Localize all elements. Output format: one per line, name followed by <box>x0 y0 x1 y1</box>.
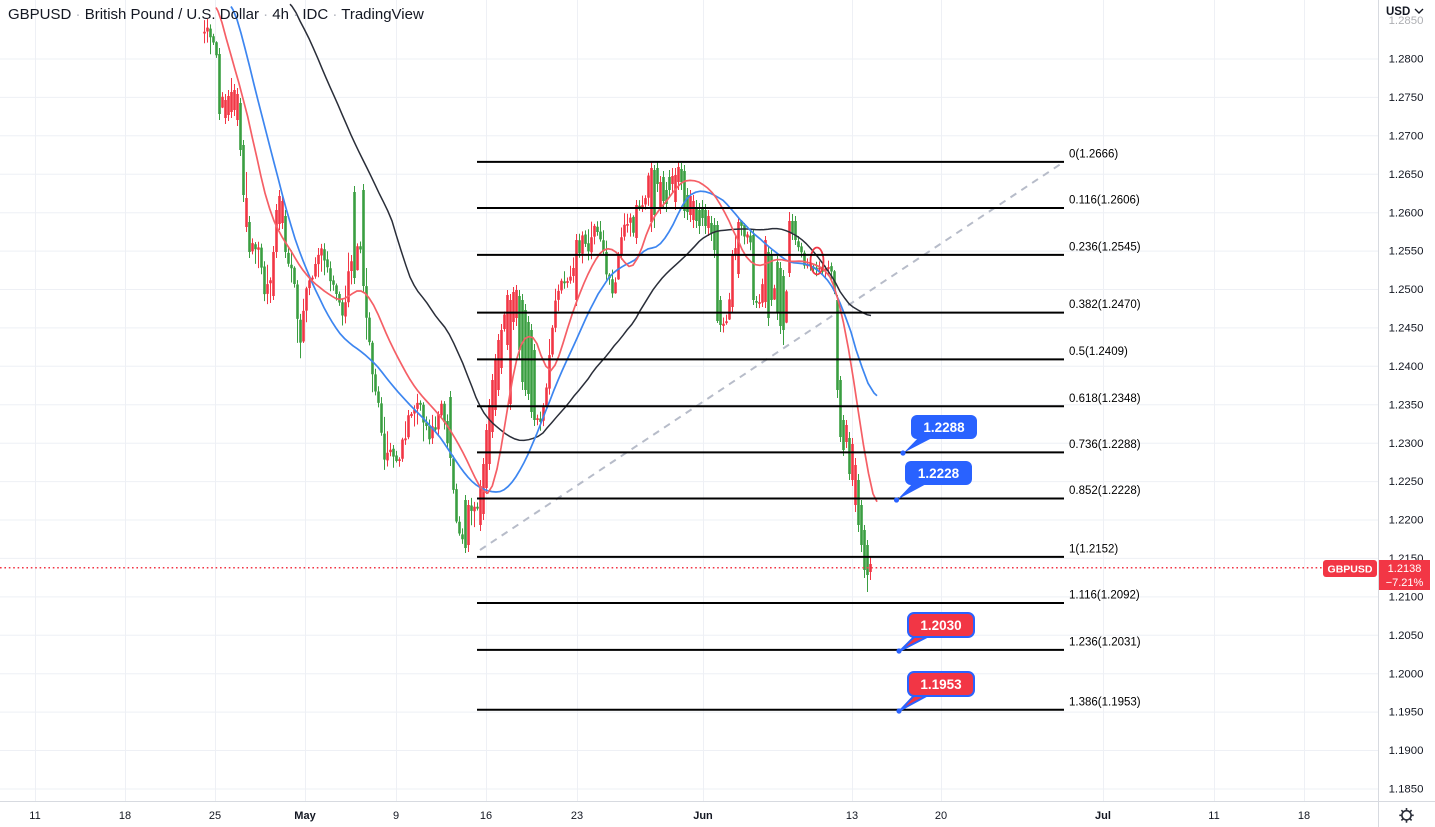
svg-text:1.2300: 1.2300 <box>1389 438 1424 450</box>
svg-text:1.2650: 1.2650 <box>1389 169 1424 181</box>
svg-text:GBPUSD: GBPUSD <box>1328 564 1373 576</box>
svg-text:Jul: Jul <box>1095 810 1111 822</box>
svg-text:1.2228: 1.2228 <box>918 466 960 481</box>
svg-text:0.116(1.2606): 0.116(1.2606) <box>1069 195 1140 207</box>
svg-text:GBPUSD · British Pound / U.S.: GBPUSD · British Pound / U.S. Dollar · 4… <box>8 6 424 23</box>
svg-text:May: May <box>294 810 316 822</box>
svg-text:11: 11 <box>1208 810 1219 822</box>
svg-text:0.618(1.2348): 0.618(1.2348) <box>1069 393 1141 405</box>
svg-text:0.236(1.2545): 0.236(1.2545) <box>1069 241 1141 253</box>
svg-text:1.2100: 1.2100 <box>1389 592 1424 604</box>
svg-text:−7.21%: −7.21% <box>1386 577 1424 589</box>
svg-text:USD: USD <box>1386 6 1410 18</box>
svg-text:0.736(1.2288): 0.736(1.2288) <box>1069 439 1141 451</box>
svg-text:1.116(1.2092): 1.116(1.2092) <box>1069 590 1140 602</box>
svg-text:1.2288: 1.2288 <box>923 420 965 435</box>
svg-text:1.2138: 1.2138 <box>1388 563 1422 575</box>
svg-text:1.2400: 1.2400 <box>1389 361 1424 373</box>
svg-text:1.2350: 1.2350 <box>1389 399 1424 411</box>
svg-text:1.2000: 1.2000 <box>1389 668 1424 680</box>
svg-text:18: 18 <box>1298 810 1310 822</box>
svg-text:1.2850: 1.2850 <box>1389 15 1424 27</box>
svg-text:1.2050: 1.2050 <box>1389 630 1424 642</box>
svg-text:1.2500: 1.2500 <box>1389 284 1424 296</box>
svg-text:0.382(1.2470): 0.382(1.2470) <box>1069 299 1141 311</box>
svg-text:11: 11 <box>29 810 40 822</box>
svg-text:18: 18 <box>119 810 131 822</box>
svg-text:1.386(1.1953): 1.386(1.1953) <box>1069 696 1141 708</box>
svg-text:1.2600: 1.2600 <box>1389 207 1424 219</box>
svg-text:1.2800: 1.2800 <box>1389 54 1424 66</box>
svg-text:1.2200: 1.2200 <box>1389 515 1424 527</box>
svg-text:1.2250: 1.2250 <box>1389 476 1424 488</box>
svg-text:16: 16 <box>480 810 492 822</box>
svg-text:0.852(1.2228): 0.852(1.2228) <box>1069 485 1141 497</box>
svg-text:1.2700: 1.2700 <box>1389 130 1424 142</box>
svg-text:13: 13 <box>846 810 858 822</box>
svg-text:1.2750: 1.2750 <box>1389 92 1424 104</box>
svg-text:1.2550: 1.2550 <box>1389 246 1424 258</box>
svg-text:1.2450: 1.2450 <box>1389 323 1424 335</box>
svg-text:1.1900: 1.1900 <box>1389 745 1424 757</box>
svg-text:0.5(1.2409): 0.5(1.2409) <box>1069 346 1128 358</box>
svg-text:1(1.2152): 1(1.2152) <box>1069 543 1118 555</box>
svg-text:1.1950: 1.1950 <box>1389 707 1424 719</box>
svg-text:23: 23 <box>571 810 583 822</box>
svg-text:25: 25 <box>209 810 221 822</box>
svg-text:1.1953: 1.1953 <box>920 677 962 692</box>
svg-text:20: 20 <box>935 810 947 822</box>
svg-text:9: 9 <box>393 810 399 822</box>
svg-text:1.236(1.2031): 1.236(1.2031) <box>1069 636 1141 648</box>
svg-text:0(1.2666): 0(1.2666) <box>1069 148 1118 160</box>
svg-text:Jun: Jun <box>693 810 713 822</box>
svg-text:1.1850: 1.1850 <box>1389 784 1424 796</box>
svg-text:1.2030: 1.2030 <box>920 618 961 633</box>
